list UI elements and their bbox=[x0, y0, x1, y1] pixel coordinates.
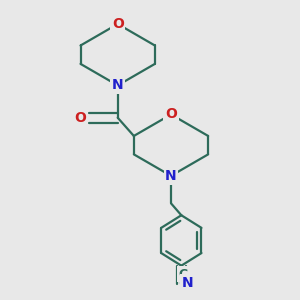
Text: N: N bbox=[112, 78, 124, 92]
Text: O: O bbox=[75, 111, 86, 125]
Text: O: O bbox=[112, 17, 124, 31]
Text: O: O bbox=[165, 107, 177, 122]
Text: C: C bbox=[179, 268, 188, 281]
Text: N: N bbox=[165, 169, 177, 183]
Text: N: N bbox=[181, 276, 193, 290]
